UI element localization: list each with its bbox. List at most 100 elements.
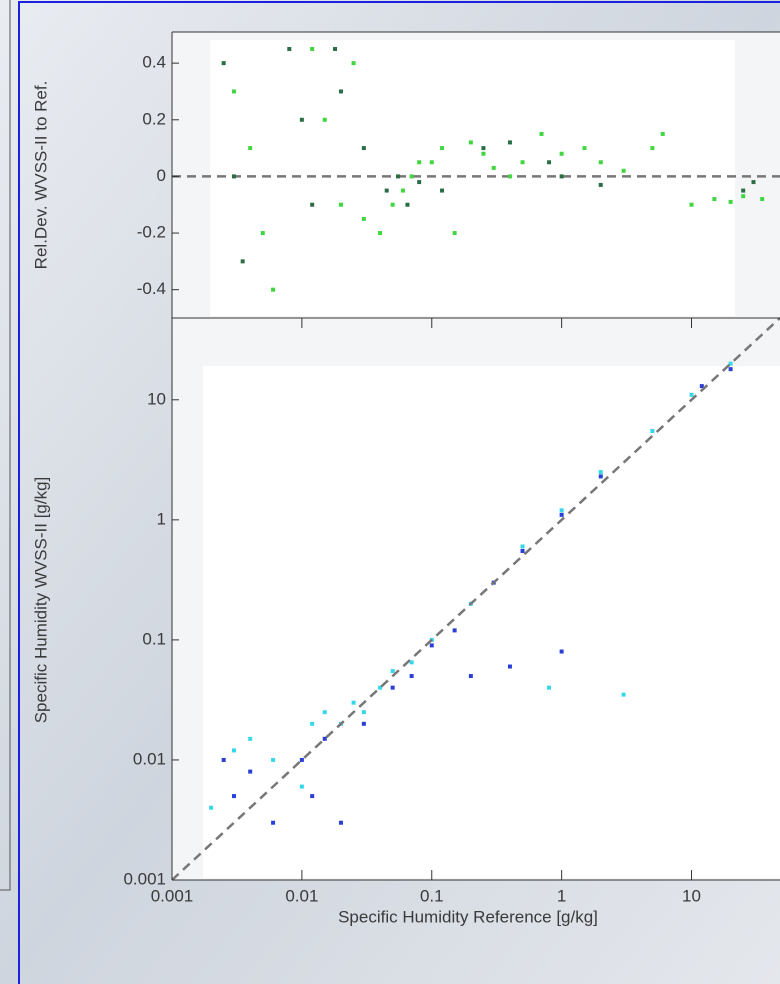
data-point bbox=[712, 197, 716, 201]
data-point bbox=[469, 140, 473, 144]
data-point bbox=[540, 132, 544, 136]
data-point bbox=[729, 367, 733, 371]
bottom-data-area bbox=[203, 366, 780, 878]
y-axis-label: Specific Humidity WVSS-II [g/kg] bbox=[31, 477, 50, 724]
data-point bbox=[481, 146, 485, 150]
data-point bbox=[508, 140, 512, 144]
data-point bbox=[339, 89, 343, 93]
data-point bbox=[430, 643, 434, 647]
y-tick-label: 0.4 bbox=[142, 53, 166, 72]
data-point bbox=[300, 758, 304, 762]
data-point bbox=[352, 701, 356, 705]
x-tick-label: 0.1 bbox=[420, 886, 444, 905]
data-point bbox=[323, 118, 327, 122]
data-point bbox=[417, 160, 421, 164]
data-point bbox=[391, 203, 395, 207]
x-axis-label: Specific Humidity Reference [g/kg] bbox=[338, 907, 598, 926]
data-point bbox=[362, 146, 366, 150]
data-point bbox=[310, 794, 314, 798]
data-point bbox=[599, 160, 603, 164]
x-tick-label: 0.01 bbox=[285, 886, 318, 905]
data-point bbox=[222, 758, 226, 762]
data-point bbox=[241, 259, 245, 263]
data-point bbox=[310, 722, 314, 726]
data-point bbox=[560, 508, 564, 512]
data-point bbox=[352, 61, 356, 65]
data-point bbox=[492, 166, 496, 170]
top-data-area bbox=[210, 40, 735, 316]
data-point bbox=[521, 544, 525, 548]
data-point bbox=[310, 47, 314, 51]
y-tick-label: -0.4 bbox=[137, 279, 166, 298]
data-point bbox=[362, 722, 366, 726]
data-point bbox=[547, 686, 551, 690]
data-point bbox=[362, 217, 366, 221]
y-tick-label: -0.2 bbox=[137, 223, 166, 242]
data-point bbox=[599, 474, 603, 478]
x-tick-label: 0.001 bbox=[151, 886, 194, 905]
slide: 0.4 0.2 0 -0.2 -0.4 Rel.Dev. WVSS-II to Ref. 0… bbox=[0, 0, 780, 984]
data-point bbox=[661, 132, 665, 136]
data-point bbox=[232, 794, 236, 798]
data-point bbox=[417, 180, 421, 184]
data-point bbox=[453, 231, 457, 235]
data-point bbox=[232, 174, 236, 178]
data-point bbox=[760, 197, 764, 201]
data-point bbox=[547, 160, 551, 164]
data-point bbox=[333, 47, 337, 51]
y-tick-label: 0.1 bbox=[142, 629, 166, 648]
data-point bbox=[271, 288, 275, 292]
data-point bbox=[729, 200, 733, 204]
data-point bbox=[385, 189, 389, 193]
y-tick-label: 0.01 bbox=[133, 749, 166, 768]
data-point bbox=[741, 189, 745, 193]
data-point bbox=[209, 806, 213, 810]
data-point bbox=[469, 674, 473, 678]
data-point bbox=[310, 203, 314, 207]
y-axis-label: Rel.Dev. WVSS-II to Ref. bbox=[31, 81, 50, 270]
data-point bbox=[287, 47, 291, 51]
data-point bbox=[599, 183, 603, 187]
page: {"chart_data": [ {"type": "scatter", "yl… bbox=[0, 0, 780, 984]
data-point bbox=[430, 160, 434, 164]
data-point bbox=[508, 174, 512, 178]
y-tick-label: 10 bbox=[147, 389, 166, 408]
data-point bbox=[339, 203, 343, 207]
data-point bbox=[391, 686, 395, 690]
data-point bbox=[248, 146, 252, 150]
x-tick-label: 10 bbox=[682, 886, 701, 905]
data-point bbox=[521, 549, 525, 553]
data-point bbox=[261, 231, 265, 235]
y-tick-label: 0.2 bbox=[142, 109, 166, 128]
data-point bbox=[222, 61, 226, 65]
data-point bbox=[599, 470, 603, 474]
data-point bbox=[401, 189, 405, 193]
data-point bbox=[248, 770, 252, 774]
data-point bbox=[232, 89, 236, 93]
data-point bbox=[248, 737, 252, 741]
data-point bbox=[391, 669, 395, 673]
data-point bbox=[362, 710, 366, 714]
data-point bbox=[378, 231, 382, 235]
data-point bbox=[323, 710, 327, 714]
data-point bbox=[481, 152, 485, 156]
y-tick-label: 0 bbox=[157, 166, 166, 185]
data-point bbox=[440, 146, 444, 150]
data-point bbox=[650, 146, 654, 150]
data-point bbox=[271, 758, 275, 762]
data-point bbox=[232, 748, 236, 752]
data-point bbox=[583, 146, 587, 150]
data-point bbox=[508, 665, 512, 669]
x-tick-label: 1 bbox=[557, 886, 566, 905]
data-point bbox=[560, 650, 564, 654]
data-point bbox=[405, 203, 409, 207]
data-point bbox=[560, 513, 564, 517]
data-point bbox=[622, 693, 626, 697]
data-point bbox=[440, 189, 444, 193]
data-point bbox=[453, 628, 457, 632]
data-point bbox=[560, 152, 564, 156]
y-tick-label: 1 bbox=[157, 509, 166, 528]
data-point bbox=[751, 180, 755, 184]
data-point bbox=[300, 118, 304, 122]
data-point bbox=[410, 674, 414, 678]
